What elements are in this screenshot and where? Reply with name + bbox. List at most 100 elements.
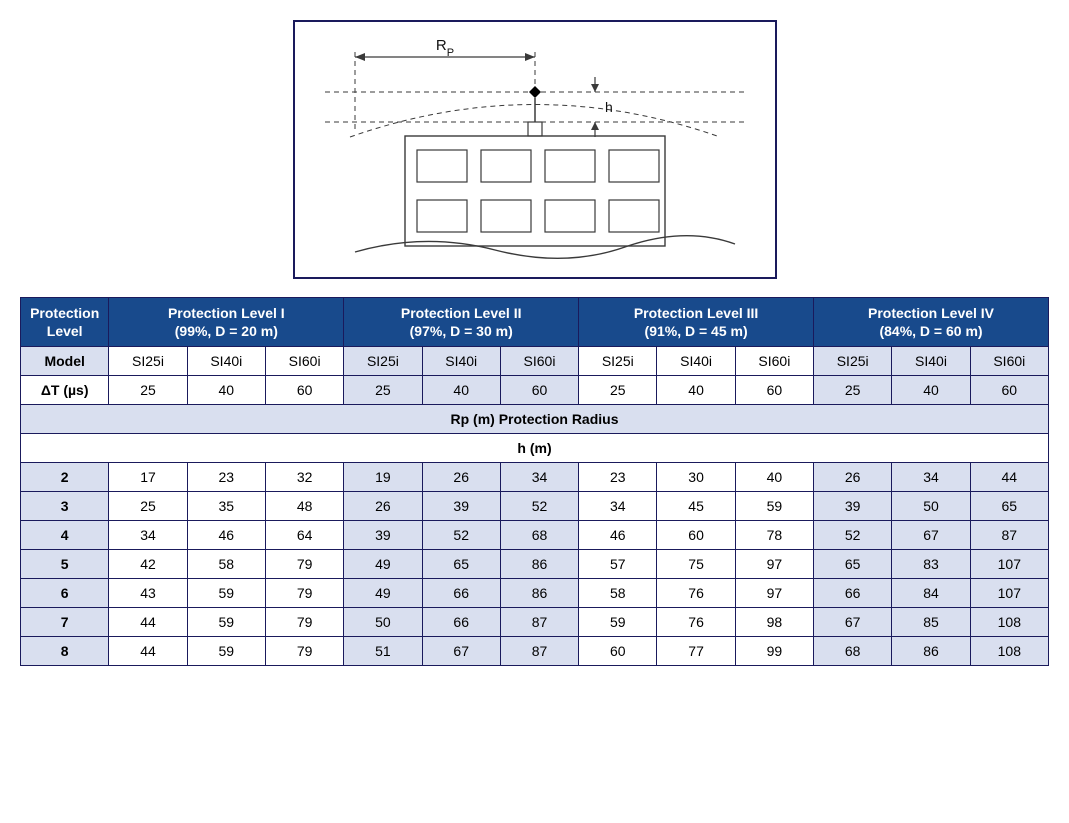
- value-cell: 59: [187, 637, 265, 666]
- value-cell: 97: [735, 550, 813, 579]
- h-value: 6: [21, 579, 109, 608]
- value-cell: 68: [814, 637, 892, 666]
- value-cell: 60: [657, 521, 735, 550]
- value-cell: 98: [735, 608, 813, 637]
- model-cell: SI25i: [814, 347, 892, 376]
- data-row: 3253548263952344559395065: [21, 492, 1049, 521]
- value-cell: 44: [109, 608, 187, 637]
- model-row: ModelSI25iSI40iSI60iSI25iSI40iSI60iSI25i…: [21, 347, 1049, 376]
- h-value: 2: [21, 463, 109, 492]
- value-cell: 66: [814, 579, 892, 608]
- protection-level-text: ProtectionLevel: [30, 305, 99, 339]
- dt-cell: 25: [814, 376, 892, 405]
- value-cell: 49: [344, 579, 422, 608]
- value-cell: 50: [892, 492, 970, 521]
- section-h-label: h (m): [21, 434, 1049, 463]
- value-cell: 45: [657, 492, 735, 521]
- header-level-3: Protection Level III (91%, D = 45 m): [579, 298, 814, 347]
- value-cell: 84: [892, 579, 970, 608]
- value-cell: 59: [187, 608, 265, 637]
- value-cell: 75: [657, 550, 735, 579]
- data-row: 54258794965865775976583107: [21, 550, 1049, 579]
- h-value: 4: [21, 521, 109, 550]
- value-cell: 67: [892, 521, 970, 550]
- value-cell: 52: [500, 492, 578, 521]
- model-cell: SI25i: [579, 347, 657, 376]
- value-cell: 86: [892, 637, 970, 666]
- value-cell: 39: [344, 521, 422, 550]
- dt-cell: 25: [344, 376, 422, 405]
- section-rp: Rp (m) Protection Radius: [21, 405, 1049, 434]
- value-cell: 19: [344, 463, 422, 492]
- model-cell: SI60i: [265, 347, 343, 376]
- section-h: h (m): [21, 434, 1049, 463]
- value-cell: 76: [657, 608, 735, 637]
- dt-cell: 40: [422, 376, 500, 405]
- h-value: 3: [21, 492, 109, 521]
- value-cell: 40: [735, 463, 813, 492]
- value-cell: 30: [657, 463, 735, 492]
- value-cell: 77: [657, 637, 735, 666]
- value-cell: 79: [265, 637, 343, 666]
- value-cell: 108: [970, 608, 1048, 637]
- value-cell: 65: [970, 492, 1048, 521]
- dt-cell: 40: [187, 376, 265, 405]
- value-cell: 26: [422, 463, 500, 492]
- section-rp-label: Rp (m) Protection Radius: [21, 405, 1049, 434]
- h-value: 7: [21, 608, 109, 637]
- value-cell: 58: [187, 550, 265, 579]
- value-cell: 43: [109, 579, 187, 608]
- model-cell: SI60i: [735, 347, 813, 376]
- protection-radius-table: ProtectionLevel Protection Level I (99%,…: [20, 297, 1049, 666]
- value-cell: 67: [814, 608, 892, 637]
- table-body: ModelSI25iSI40iSI60iSI25iSI40iSI60iSI25i…: [21, 347, 1049, 666]
- value-cell: 34: [579, 492, 657, 521]
- value-cell: 58: [579, 579, 657, 608]
- value-cell: 67: [422, 637, 500, 666]
- dt-cell: 40: [657, 376, 735, 405]
- model-cell: SI60i: [970, 347, 1048, 376]
- value-cell: 26: [814, 463, 892, 492]
- header-protection-level: ProtectionLevel: [21, 298, 109, 347]
- value-cell: 59: [735, 492, 813, 521]
- value-cell: 76: [657, 579, 735, 608]
- value-cell: 65: [814, 550, 892, 579]
- delta-t-row: ΔT (µs)254060254060254060254060: [21, 376, 1049, 405]
- value-cell: 68: [500, 521, 578, 550]
- dt-cell: 60: [265, 376, 343, 405]
- value-cell: 44: [970, 463, 1048, 492]
- value-cell: 39: [422, 492, 500, 521]
- value-cell: 52: [422, 521, 500, 550]
- value-cell: 48: [265, 492, 343, 521]
- value-cell: 87: [500, 608, 578, 637]
- value-cell: 107: [970, 579, 1048, 608]
- dt-cell: 60: [970, 376, 1048, 405]
- model-cell: SI40i: [187, 347, 265, 376]
- value-cell: 44: [109, 637, 187, 666]
- svg-text:h: h: [605, 99, 613, 115]
- header-level-4: Protection Level IV (84%, D = 60 m): [814, 298, 1049, 347]
- value-cell: 107: [970, 550, 1048, 579]
- value-cell: 108: [970, 637, 1048, 666]
- value-cell: 59: [187, 579, 265, 608]
- dt-label: ΔT (µs): [21, 376, 109, 405]
- value-cell: 51: [344, 637, 422, 666]
- h-value: 5: [21, 550, 109, 579]
- value-cell: 59: [579, 608, 657, 637]
- model-cell: SI25i: [344, 347, 422, 376]
- value-cell: 86: [500, 579, 578, 608]
- value-cell: 78: [735, 521, 813, 550]
- value-cell: 65: [422, 550, 500, 579]
- dt-cell: 25: [579, 376, 657, 405]
- value-cell: 23: [187, 463, 265, 492]
- header-level-2: Protection Level II (97%, D = 30 m): [344, 298, 579, 347]
- value-cell: 34: [109, 521, 187, 550]
- value-cell: 42: [109, 550, 187, 579]
- protection-radius-diagram: RPh: [293, 20, 777, 279]
- value-cell: 46: [187, 521, 265, 550]
- value-cell: 79: [265, 550, 343, 579]
- value-cell: 86: [500, 550, 578, 579]
- h-value: 8: [21, 637, 109, 666]
- value-cell: 87: [500, 637, 578, 666]
- value-cell: 87: [970, 521, 1048, 550]
